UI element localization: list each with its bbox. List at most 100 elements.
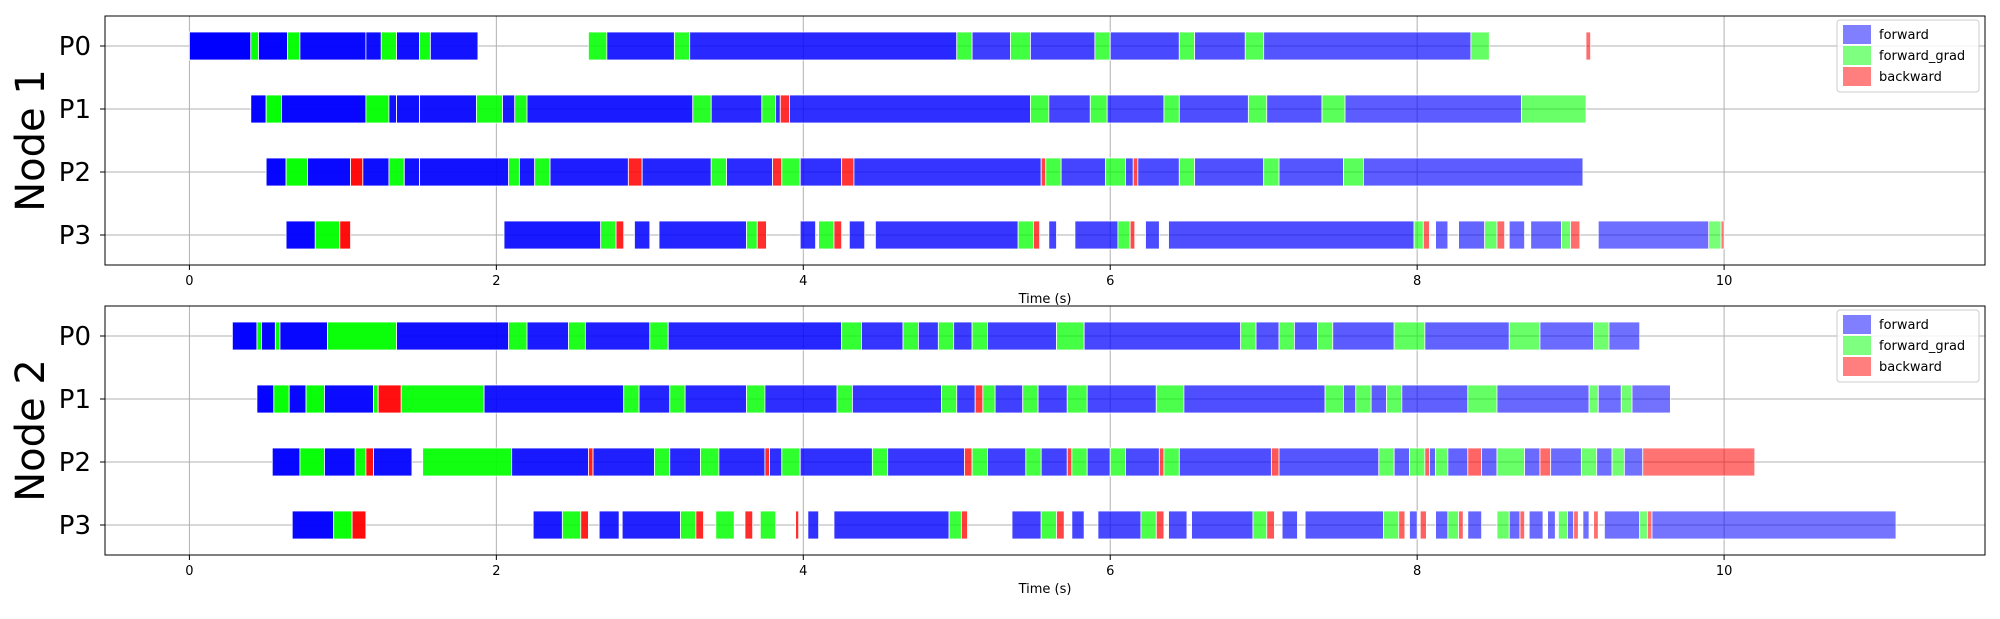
bar-forward [366, 32, 381, 60]
bar-forward_grad [1057, 322, 1085, 350]
bar-backward [1594, 511, 1599, 539]
bar-forward [1030, 32, 1094, 60]
bar-forward_grad [1179, 158, 1194, 186]
legend-label-forward: forward [1879, 318, 1929, 333]
bar-forward_grad [420, 32, 431, 60]
bar-forward [1195, 32, 1246, 60]
bar-forward [550, 158, 628, 186]
bar-forward [1363, 158, 1582, 186]
bar-backward [1130, 221, 1135, 249]
bar-forward [1436, 511, 1448, 539]
bar-forward [1126, 448, 1160, 476]
bar-forward [1084, 322, 1241, 350]
bar-forward_grad [1394, 322, 1425, 350]
legend-swatch-forward [1843, 315, 1871, 334]
row-p2-bars [266, 158, 1583, 186]
bar-forward [266, 158, 286, 186]
bar-forward [1394, 448, 1409, 476]
bar-forward_grad [949, 511, 961, 539]
bar-forward_grad [1179, 32, 1194, 60]
bar-backward [1586, 32, 1591, 60]
x-tick-label: 8 [1413, 564, 1421, 579]
bar-forward [308, 158, 351, 186]
bar-backward [628, 158, 642, 186]
bar-forward [1551, 448, 1582, 476]
bar-forward_grad [1041, 511, 1056, 539]
bar-forward_grad [1072, 448, 1087, 476]
bar-forward_grad [1344, 158, 1364, 186]
bar-forward_grad [601, 221, 616, 249]
bar-forward_grad [1497, 511, 1509, 539]
bar-forward [1041, 448, 1067, 476]
bar-forward_grad [1106, 158, 1126, 186]
bar-forward [808, 511, 819, 539]
bar-forward [1598, 221, 1709, 249]
bar-forward [852, 385, 941, 413]
bar-forward [1482, 448, 1497, 476]
bar-forward [397, 322, 509, 350]
bar-forward [875, 221, 1018, 249]
bar-backward [1420, 511, 1426, 539]
bar-forward_grad [1264, 158, 1279, 186]
x-tick-label: 2 [492, 564, 500, 579]
bar-forward_grad [1448, 511, 1459, 539]
bar-forward_grad [762, 95, 776, 123]
bar-forward_grad [1471, 32, 1489, 60]
bar-forward [800, 221, 815, 249]
bar-forward [1256, 322, 1279, 350]
bar-backward [1057, 511, 1065, 539]
bar-forward [292, 511, 333, 539]
bar-forward_grad [654, 448, 669, 476]
bar-forward [1597, 448, 1612, 476]
bar-forward_grad [1409, 448, 1424, 476]
bar-forward [711, 95, 762, 123]
bar-forward_grad [1414, 221, 1423, 249]
bar-forward_grad [837, 385, 852, 413]
bar-forward [257, 385, 274, 413]
bar-forward_grad [1383, 511, 1398, 539]
bar-forward [727, 158, 773, 186]
bar-forward [189, 32, 250, 60]
bar-forward_grad [1640, 511, 1648, 539]
bar-forward_grad [1589, 385, 1598, 413]
row-p1-bars [251, 95, 1586, 123]
row-p1-bars [257, 385, 1670, 413]
x-tick-label: 4 [799, 564, 807, 579]
bar-forward_grad [535, 158, 550, 186]
bar-forward [1179, 448, 1271, 476]
bar-backward [1033, 221, 1039, 249]
bar-forward [1072, 511, 1084, 539]
bar-forward_grad [1090, 95, 1107, 123]
bar-forward [659, 221, 746, 249]
bar-forward [1049, 95, 1090, 123]
bar-forward [363, 158, 389, 186]
bar-forward [670, 448, 701, 476]
bar-forward_grad [562, 511, 580, 539]
bar-forward_grad [300, 448, 325, 476]
bar-forward [987, 322, 1056, 350]
bar-forward [324, 385, 373, 413]
bar-forward [286, 221, 315, 249]
bar-forward [1509, 511, 1520, 539]
x-tick-label: 6 [1106, 564, 1114, 579]
bar-forward [374, 448, 412, 476]
bar-forward [972, 32, 1010, 60]
bar-backward [1571, 221, 1580, 249]
legend-swatch-forward [1843, 25, 1871, 44]
bar-forward [1038, 385, 1067, 413]
bar-forward_grad [389, 158, 404, 186]
bar-forward_grad [674, 32, 689, 60]
bar-backward [964, 448, 972, 476]
bar-forward_grad [1322, 95, 1345, 123]
bar-forward_grad [334, 511, 352, 539]
bar-forward [789, 95, 1030, 123]
bar-forward_grad [476, 95, 502, 123]
bar-forward_grad [1325, 385, 1343, 413]
bar-forward [1459, 221, 1485, 249]
bar-forward [1436, 221, 1448, 249]
bar-backward [588, 448, 593, 476]
bar-forward_grad [670, 385, 685, 413]
bar-forward [685, 385, 746, 413]
bar-forward [512, 448, 589, 476]
